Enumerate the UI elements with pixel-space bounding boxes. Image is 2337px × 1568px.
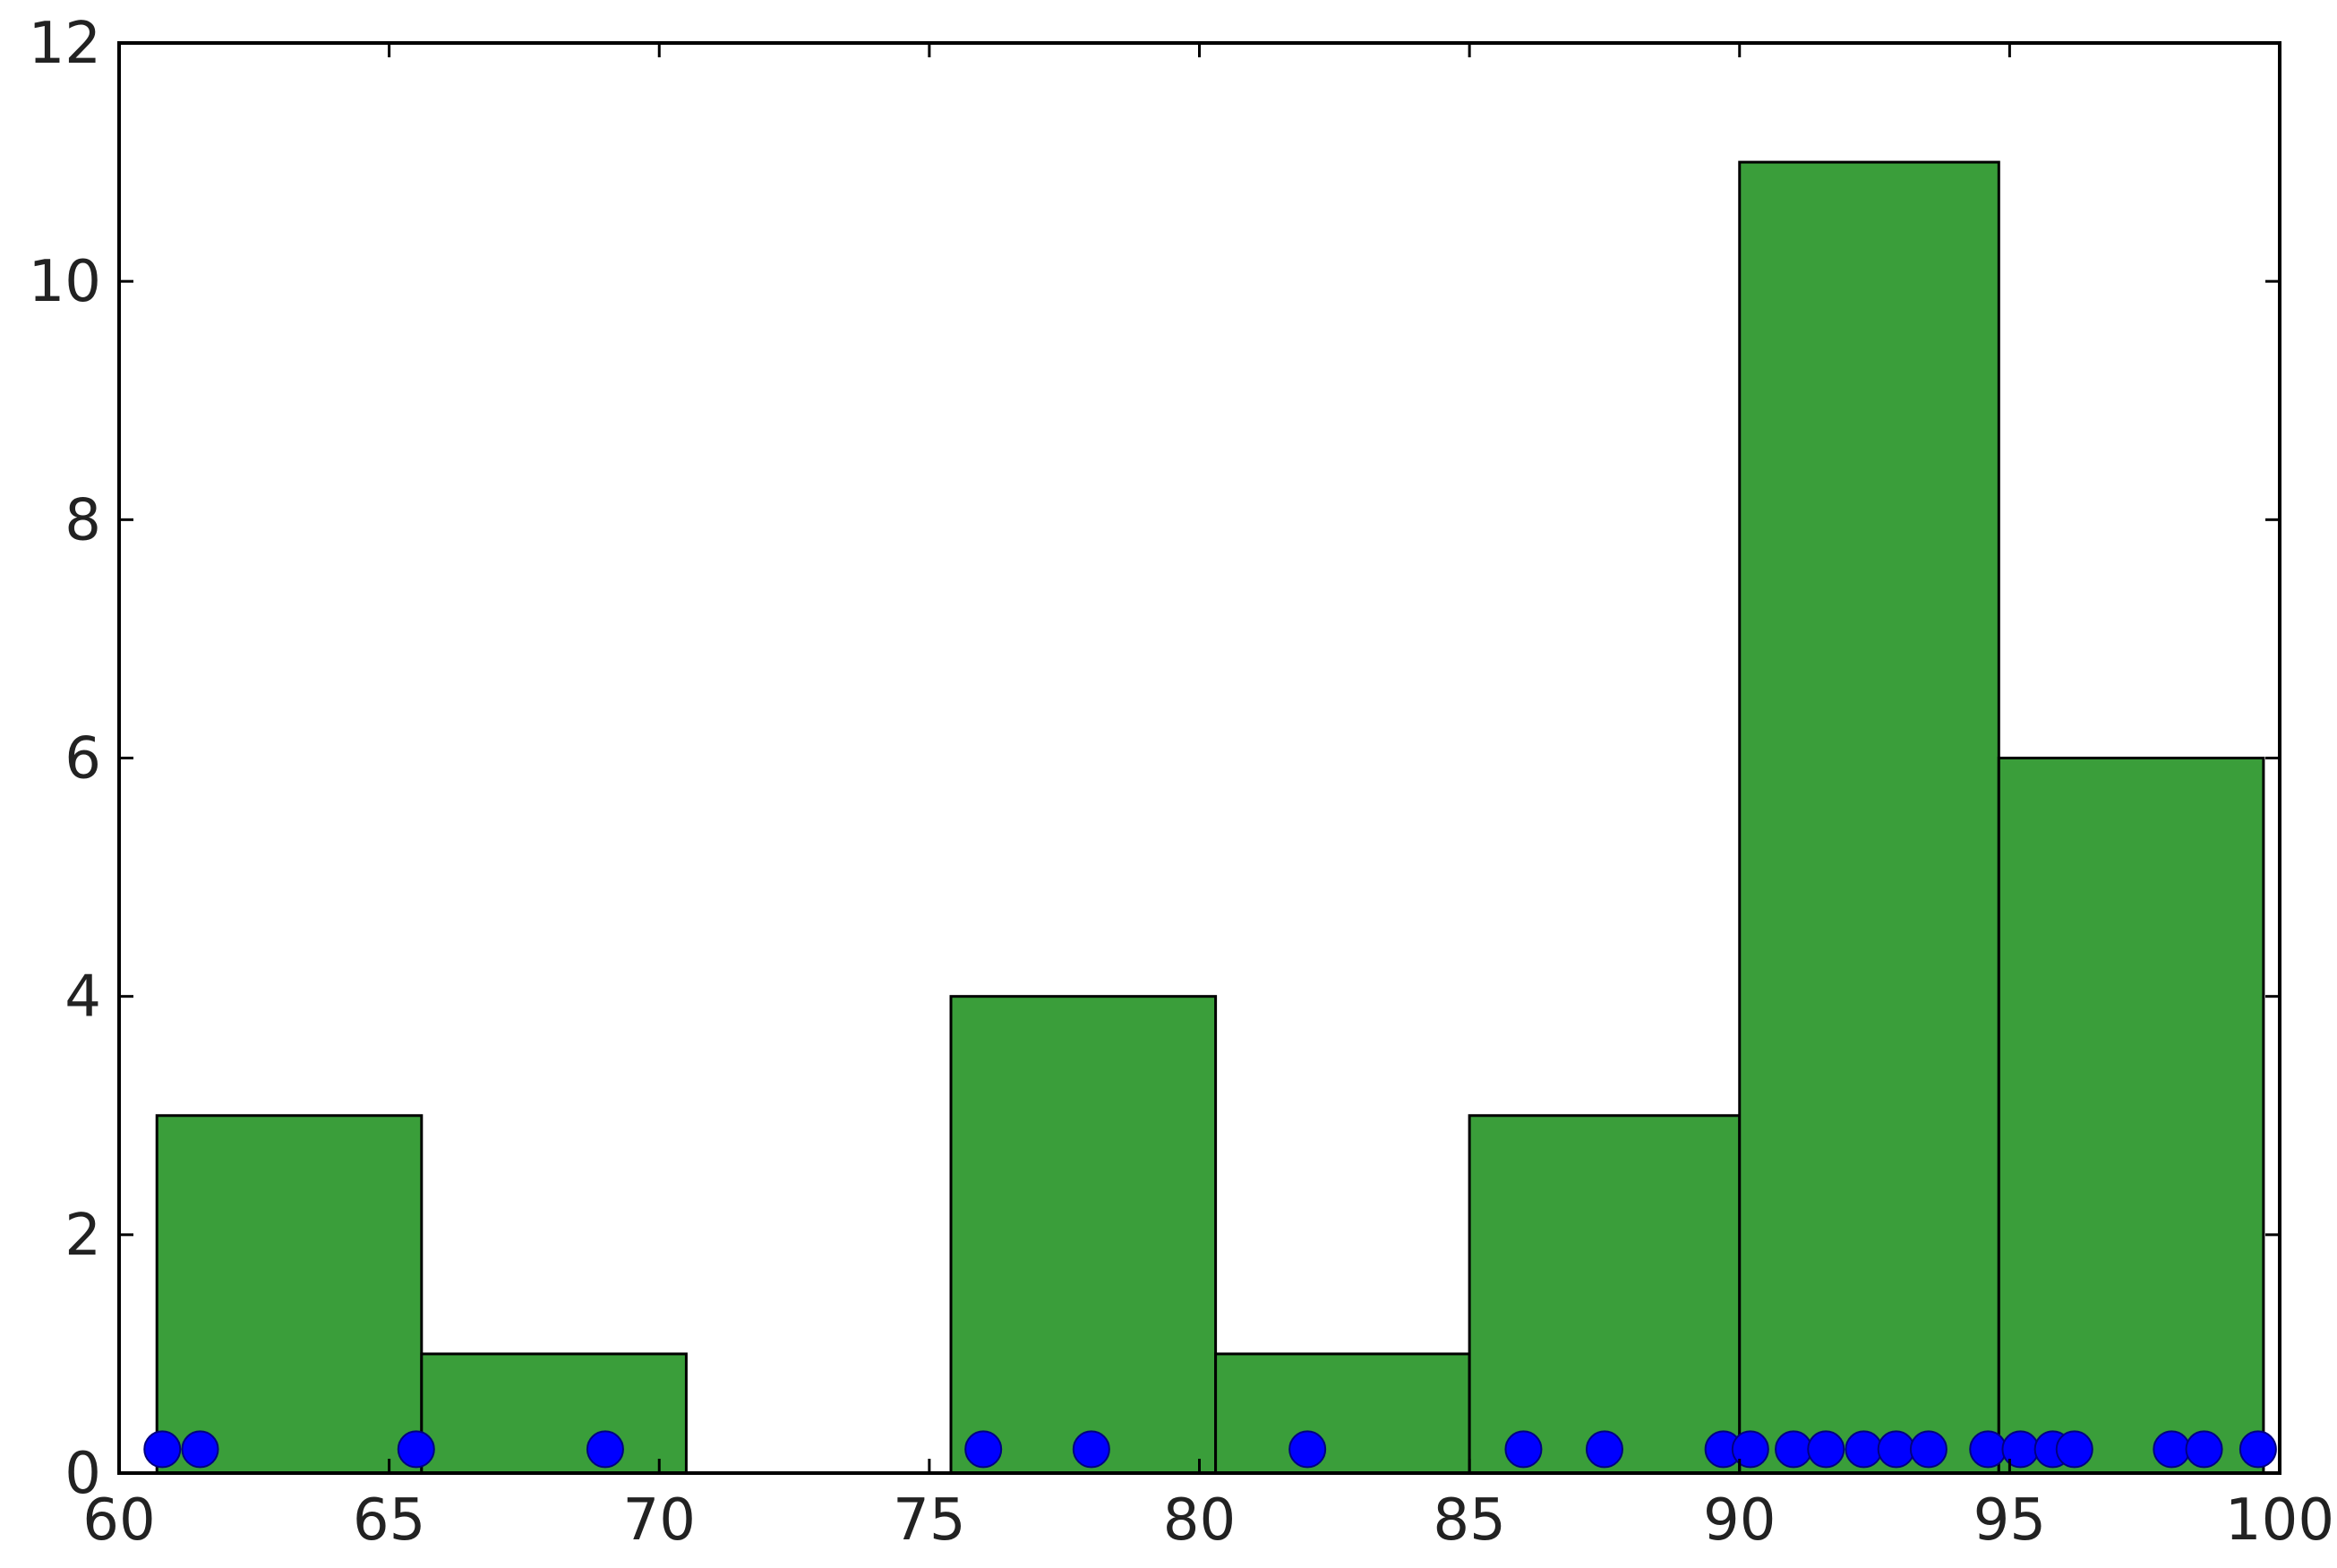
data-point-22	[2239, 1430, 2277, 1469]
data-point-6	[1288, 1430, 1327, 1469]
histogram-bar-1	[420, 1352, 688, 1475]
x-tick-label-2: 70	[623, 1487, 696, 1554]
histogram-bar-4	[1214, 1352, 1471, 1475]
data-point-8	[1585, 1430, 1623, 1469]
histogram-bar-3	[949, 995, 1218, 1475]
data-point-4	[964, 1430, 1003, 1469]
histogram-bar-0	[155, 1114, 424, 1475]
y-tick-label-0: 0	[64, 1441, 101, 1507]
data-point-7	[1504, 1430, 1543, 1469]
data-point-15	[1909, 1430, 1948, 1469]
y-tick-label-3: 6	[64, 726, 101, 793]
data-point-17	[2001, 1430, 2040, 1469]
plot-frame	[117, 41, 2281, 1475]
data-point-16	[1969, 1430, 2007, 1469]
data-point-11	[1775, 1430, 1813, 1469]
data-points	[143, 1430, 2277, 1469]
y-tick-label-1: 2	[64, 1203, 101, 1269]
y-tick-label-5: 10	[29, 249, 101, 315]
data-point-5	[1072, 1430, 1110, 1469]
y-tick-labels: 0 2 4 6 8 10 12	[29, 11, 101, 1507]
x-tick-label-6: 90	[1703, 1487, 1776, 1554]
x-tick-label-0: 60	[82, 1487, 155, 1554]
x-tick-label-8: 100	[2225, 1487, 2334, 1554]
y-tick-label-4: 8	[64, 487, 101, 553]
data-point-13	[1845, 1430, 1883, 1469]
y-tick-label-6: 12	[29, 11, 101, 77]
x-tick-label-7: 95	[1973, 1487, 2046, 1554]
histogram-bar-6	[1738, 160, 2000, 1475]
histogram-bar-5	[1468, 1114, 1742, 1475]
y-tick-label-2: 4	[64, 964, 101, 1031]
x-tick-label-5: 85	[1433, 1487, 1505, 1554]
data-point-19	[2055, 1430, 2093, 1469]
histogram-bar-7	[1997, 757, 2265, 1475]
data-point-10	[1731, 1430, 1769, 1469]
data-point-2	[397, 1430, 435, 1469]
data-point-20	[2153, 1430, 2191, 1469]
data-point-21	[2185, 1430, 2223, 1469]
x-tick-label-3: 75	[893, 1487, 965, 1554]
x-tick-label-4: 80	[1163, 1487, 1236, 1554]
data-point-14	[1877, 1430, 1915, 1469]
data-point-3	[586, 1430, 624, 1469]
data-point-12	[1807, 1430, 1845, 1469]
x-tick-label-1: 65	[353, 1487, 425, 1554]
data-point-1	[181, 1430, 219, 1469]
histogram-bars	[155, 160, 2265, 1475]
data-point-0	[143, 1430, 182, 1469]
x-tick-labels: 60 65 70 75 80 85 90 95 100	[82, 1487, 2334, 1554]
